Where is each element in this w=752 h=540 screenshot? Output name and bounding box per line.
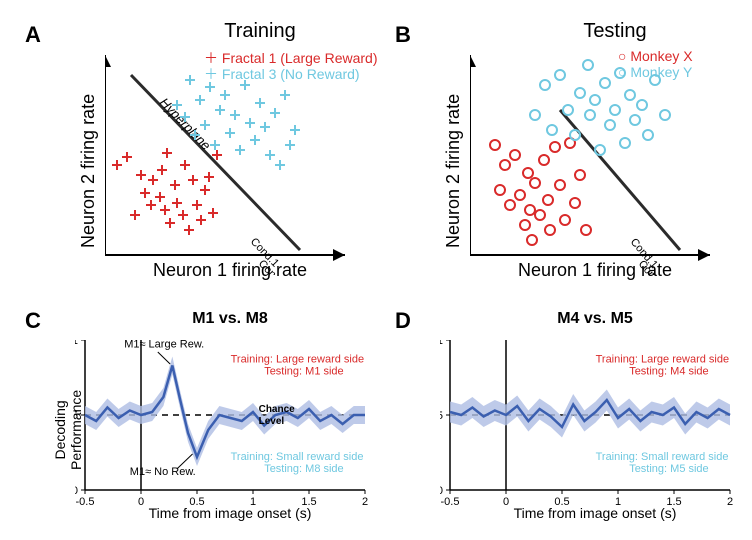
svg-text:Training: Large reward side: Training: Large reward side [596,354,730,366]
svg-text:1: 1 [75,340,78,347]
panel-a-title: Training [150,20,370,43]
svg-text:Chance: Chance [259,404,296,415]
svg-text:1.5: 1.5 [301,496,316,508]
panel-a-plot: HyperplaneCond.1Cond.2 [105,55,365,275]
panel-d-title: M4 vs. M5 [505,310,685,328]
svg-text:M1≈ No Rew.: M1≈ No Rew. [130,466,196,478]
panel-a-label: A [25,22,41,48]
panel-b-legend-1: ○ Monkey X [618,48,693,64]
panel-d-label: D [395,308,411,334]
panel-b-ylabel: Neuron 2 firing rate [443,94,464,248]
circle-icon: ○ [618,48,626,64]
svg-text:0.5: 0.5 [440,410,443,422]
svg-text:1: 1 [615,496,621,508]
svg-text:Testing: M5 side: Testing: M5 side [629,463,708,475]
panel-c-plot: 00.51-0.500.511.52ChanceLevelTraining: L… [75,340,385,520]
svg-text:-0.5: -0.5 [441,496,460,508]
panel-a-legend-2: ＋ Fractal 3 (No Reward) [204,64,360,84]
panel-b-plot: Cond.1Cond.2 [470,55,730,275]
svg-text:0.5: 0.5 [189,496,204,508]
svg-text:Level: Level [259,416,285,427]
svg-text:2: 2 [727,496,733,508]
figure: A Training Neuron 2 firing rate Neuron 1… [0,0,752,540]
svg-text:-0.5: -0.5 [76,496,95,508]
panel-b-legend-2-text: Monkey Y [630,64,692,80]
svg-text:0: 0 [503,496,509,508]
svg-text:2: 2 [362,496,368,508]
svg-text:Testing: M4 side: Testing: M4 side [629,366,708,378]
svg-text:Training: Small reward side: Training: Small reward side [231,451,364,463]
svg-text:Testing: M1 side: Testing: M1 side [264,366,343,378]
svg-text:M1≈ Large Rew.: M1≈ Large Rew. [124,340,204,351]
svg-text:0.5: 0.5 [554,496,569,508]
panel-b-title: Testing [515,20,715,43]
svg-text:0.5: 0.5 [75,410,78,422]
panel-b-legend-2: ○ Monkey Y [618,64,692,80]
svg-text:1: 1 [440,340,443,347]
svg-text:Training: Small reward side: Training: Small reward side [596,451,729,463]
svg-text:Training: Large reward side: Training: Large reward side [231,354,365,366]
panel-b-legend-1-text: Monkey X [630,48,692,64]
svg-text:1: 1 [250,496,256,508]
plus-icon: ＋ [204,66,218,82]
svg-text:1.5: 1.5 [666,496,681,508]
panel-c-title: M1 vs. M8 [140,310,320,328]
panel-c-label: C [25,308,41,334]
panel-d-plot: 00.51-0.500.511.52Training: Large reward… [440,340,750,520]
svg-text:0: 0 [138,496,144,508]
panel-a-legend-2-text: Fractal 3 (No Reward) [222,66,360,82]
panel-a-ylabel: Neuron 2 firing rate [78,94,99,248]
panel-b-label: B [395,22,411,48]
svg-text:Testing: M8 side: Testing: M8 side [264,463,343,475]
circle-icon: ○ [618,64,626,80]
